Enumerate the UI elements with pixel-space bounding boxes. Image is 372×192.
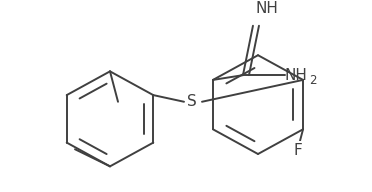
Text: F: F — [294, 143, 302, 158]
Text: NH: NH — [256, 1, 279, 16]
Text: NH: NH — [285, 68, 308, 83]
Text: S: S — [187, 94, 197, 109]
Text: 2: 2 — [309, 74, 317, 87]
